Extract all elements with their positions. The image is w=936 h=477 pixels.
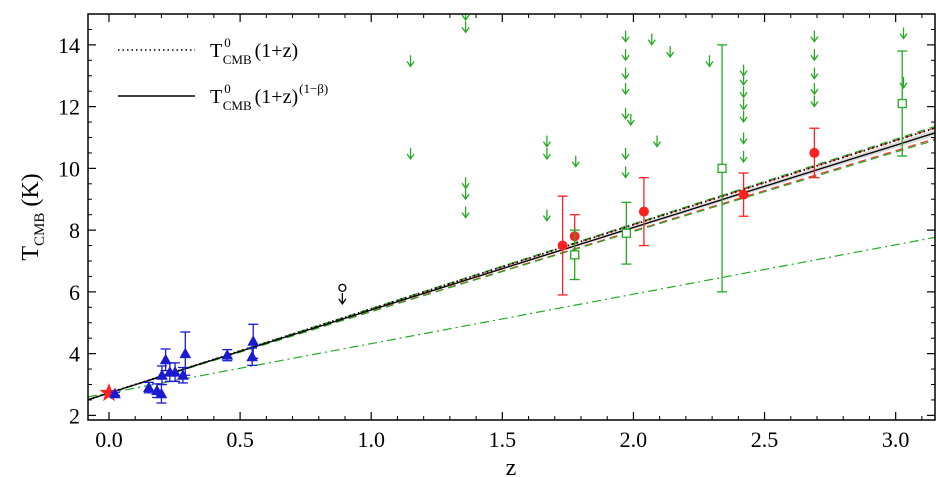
upper-limit-arrow-point-24-head <box>739 79 748 86</box>
y-tick-label-6: 14 <box>58 33 80 58</box>
y-tick-label-3: 8 <box>69 218 80 243</box>
open-circle-upper-limit-point-0 <box>338 283 347 293</box>
upper-limit-arrow-point-14-head <box>621 88 630 96</box>
x-tick-label-2: 1.0 <box>357 427 385 452</box>
upper-limit-arrow-point-1-head <box>406 153 415 161</box>
green-dashdot-line <box>88 236 935 398</box>
upper-limit-arrow-point-16-head <box>621 153 630 161</box>
upper-limit-arrow-point-35-head <box>899 33 908 40</box>
triangle-point-12 <box>247 335 260 346</box>
legend-label-2: T 0 CMB (1+z)(1−β) <box>210 81 328 113</box>
upper-limit-arrow-point-20-head <box>653 141 662 148</box>
triangle-point-3 <box>155 387 168 399</box>
y-tick-label-5: 12 <box>58 95 80 120</box>
upper-limit-arrow-point-32-head <box>810 73 819 80</box>
x-tick-label-1: 0.5 <box>226 427 254 452</box>
upper-limit-arrow-point-34-head <box>810 101 819 108</box>
axis-ticks: 0.0 0.5 1.0 1.5 2.0 2.5 3.0 2 4 6 8 10 12 14 <box>58 14 935 452</box>
upper-limit-arrow-point-29-head <box>739 156 748 164</box>
upper-limit-arrow-point-2-head <box>461 14 470 22</box>
x-tick-label-0: 0.0 <box>95 427 123 452</box>
upper-limit-arrow-point-3-head <box>461 26 470 34</box>
triangle-point-7 <box>169 366 181 377</box>
y-tick-label-1: 4 <box>69 342 80 367</box>
triangle-point-4 <box>156 369 168 380</box>
triangle-point-1 <box>142 381 155 393</box>
upper-limit-arrow-point-27-head <box>739 116 748 124</box>
green-dashed-line-1 <box>88 139 935 401</box>
upper-limit-arrow-point-28-head <box>739 138 748 145</box>
upper-limit-arrow-point-10-head <box>571 161 580 168</box>
upper-limit-arrow-point-9-head <box>542 215 551 222</box>
upper-limit-arrow-point-26-head <box>739 104 748 111</box>
y-tick-label-4: 10 <box>58 156 80 181</box>
triangle-point-10 <box>221 349 234 360</box>
upper-limit-arrow-point-31-head <box>810 54 819 62</box>
upper-limit-arrow-point-12-head <box>621 54 630 62</box>
upper-limit-arrow-point-33-head <box>810 88 819 96</box>
legend-label-1: T 0 CMB (1+z) <box>210 35 298 67</box>
y-tick-label-0: 2 <box>69 403 80 428</box>
open-square-point-3 <box>897 98 907 109</box>
x-tick-label-5: 2.5 <box>751 427 779 452</box>
upper-limit-arrow-point-18-head <box>626 119 635 127</box>
upper-limit-arrow-point-7-head <box>542 141 551 148</box>
data-points <box>99 14 908 404</box>
open-square-point-0 <box>570 250 580 260</box>
filled-circle-point-2 <box>638 206 649 217</box>
upper-limit-arrow-point-13-head <box>621 73 630 80</box>
x-tick-label-3: 1.5 <box>489 427 517 452</box>
upper-limit-arrow-point-22-head <box>705 60 714 68</box>
plot-frame <box>87 13 936 421</box>
model-lines <box>88 125 935 401</box>
open-square-point-1 <box>621 228 632 238</box>
triangle-point-0 <box>109 387 121 399</box>
open-circle-upper-limit-point-0-arrow-head <box>338 298 347 306</box>
upper-limit-arrow-point-5-head <box>461 193 470 201</box>
y-axis-title: TCMB (K) <box>18 173 48 260</box>
triangle-point-11 <box>246 350 259 362</box>
x-axis-title: z <box>506 455 517 477</box>
upper-limit-arrow-point-30-head <box>810 36 819 43</box>
green-dashed-line-0 <box>88 125 935 401</box>
upper-limit-arrow-point-17-head <box>621 172 630 179</box>
legend: T 0 CMB (1+z) T 0 CMB (1+z)(1−β) <box>118 35 328 113</box>
triangle-point-9 <box>179 347 192 359</box>
upper-limit-arrow-point-21-head <box>666 51 675 59</box>
upper-limit-arrow-point-36-head <box>899 82 908 90</box>
upper-limit-arrow-point-8-head <box>542 153 551 161</box>
model-solid-line <box>88 132 935 401</box>
open-square-point-2 <box>717 163 727 174</box>
upper-limit-arrow-point-15-head <box>621 113 630 120</box>
filled-circle-point-0 <box>557 240 568 251</box>
x-tick-label-6: 3.0 <box>882 427 910 452</box>
y-axis-title-sub: CMB <box>32 213 48 246</box>
y-tick-label-2: 6 <box>69 280 80 305</box>
filled-circle-point-4 <box>809 147 820 158</box>
upper-limit-arrow-point-0-head <box>406 60 415 68</box>
upper-limit-arrow-point-11-head <box>621 36 630 43</box>
upper-limit-arrow-point-6-head <box>461 212 470 219</box>
x-tick-label-4: 2.0 <box>620 427 648 452</box>
y-axis-title-unit: (K) <box>18 173 44 206</box>
filled-circle-point-3 <box>738 189 749 200</box>
upper-limit-arrow-point-25-head <box>739 91 748 99</box>
triangle-point-5 <box>159 353 172 365</box>
upper-limit-arrow-point-19-head <box>647 39 656 46</box>
y-axis-title-main: T <box>18 246 44 261</box>
